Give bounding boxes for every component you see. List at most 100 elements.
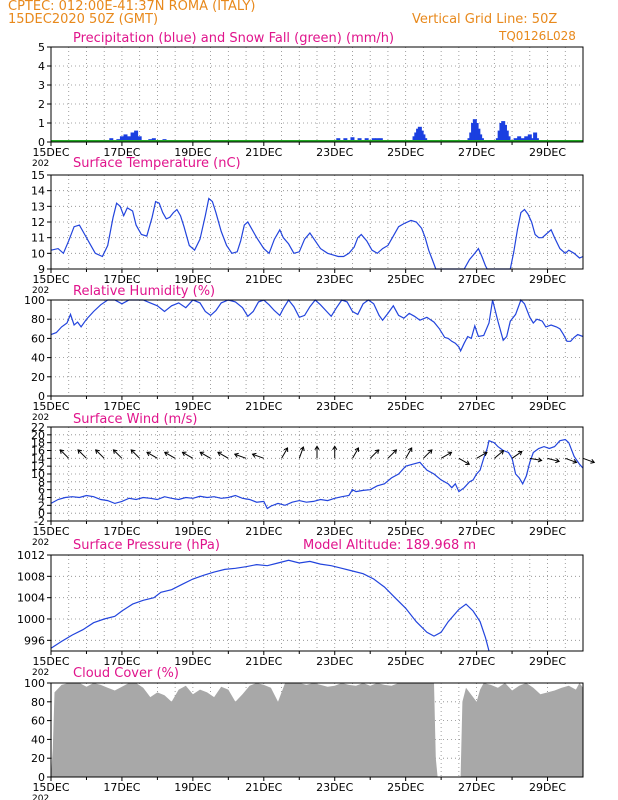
wind-arrow [199,451,211,459]
x-tick-label: 23DEC [316,146,353,159]
y-tick-label: 80 [31,696,45,709]
panel-cloud: Cloud Cover (%) 0 20 40 60 80 100 15DEC 17DEC 19D… [24,666,584,800]
precip-bar [134,130,139,142]
precip-bar [524,136,529,142]
y-tick-label: 1012 [17,549,45,562]
y-tick-label: 9 [38,263,45,276]
x-tick-label: 17DEC [103,655,140,668]
y-tick-label: 20 [31,752,45,765]
y-tick-label: 22 [31,421,45,434]
y-tick-label: 1008 [17,570,45,583]
x-tick-label: 29DEC [529,146,566,159]
y-tick-label: 0 [38,771,45,784]
wind-arrow [582,457,595,463]
x-tick-label: 17DEC [103,146,140,159]
wind-arrowhead [392,449,398,454]
panel-title: Cloud Cover (%) [73,666,179,681]
wind-arrowhead [59,449,65,454]
x-tick-label: 27DEC [458,273,495,286]
panel-title: Precipitation (blue) and Snow Fall (gree… [73,31,394,46]
panel-title: Surface Wind (m/s) [73,412,197,427]
wind-arrowhead [332,445,338,450]
y-tick-label: 20 [31,429,45,442]
y-tick-label: 60 [31,332,45,345]
pres-line [50,559,490,652]
wind-arrow [146,451,158,459]
x-tick-label: 19DEC [174,400,211,413]
panel-frame [50,682,584,778]
x-tick-label: 29DEC [529,525,566,538]
x-tick-label: 25DEC [387,146,424,159]
year-stub: 202 [32,668,49,678]
x-tick-label: 21DEC [245,525,282,538]
precip-bar [350,137,355,142]
wind-arrowhead [572,458,578,464]
y-tick-label: 12 [31,460,45,473]
run-date: 15DEC2020 50Z (GMT) [8,12,159,27]
panel-frame [50,299,584,397]
x-tick-label: 27DEC [458,525,495,538]
y-tick-label: 2 [38,499,45,512]
wind-arrow [529,457,542,461]
wind-arrowhead [407,447,413,452]
y-tick-label: 11 [31,232,45,245]
y-tick-label: 5 [38,41,45,54]
wind-arrowhead [77,449,82,454]
x-tick-label: 19DEC [174,655,211,668]
wind-arrow [440,451,452,459]
wind-arrow [95,449,105,459]
wind-arrowhead [499,450,505,455]
y-tick-label: 40 [31,352,45,365]
panel-title: Relative Humidity (%) [73,284,215,299]
wind-arrowhead [283,447,289,452]
wind-arrow [164,451,176,459]
wind-line [50,438,584,510]
wind-arrow [234,453,247,459]
wind-arrowhead [299,446,305,452]
wind-arrowhead [146,451,152,457]
x-tick-label: 21DEC [245,655,282,668]
y-tick-label: -2 [34,515,45,528]
wind-arrow [217,451,229,459]
wind-arrow [511,451,523,459]
x-tick-label: 21DEC [245,273,282,286]
x-tick-label: 23DEC [316,273,353,286]
wind-arrow [113,449,123,459]
wind-arrow [387,449,397,459]
panel-rh: Relative Humidity (%) 0 20 40 60 80 100 15DEC 17… [24,284,584,423]
wind-arrowhead [517,450,523,456]
y-tick-label: 100 [24,294,45,307]
precip-bar [123,134,128,142]
panel-frame [50,554,584,652]
y-tick-label: 18 [31,437,45,450]
y-tick-label: 0 [38,390,45,403]
x-tick-label: 17DEC [103,781,140,794]
panel-title: Surface Temperature (nC) [73,156,241,171]
y-tick-label: 4 [38,492,45,505]
wind-arrowhead [374,449,380,454]
x-tick-label: 21DEC [245,400,282,413]
wind-arrowhead [95,449,100,454]
y-tick-label: 14 [31,452,45,465]
wind-arrow [494,450,504,459]
wind-arrowhead [181,451,187,457]
wind-arrowhead [199,451,205,457]
x-tick-label: 23DEC [316,525,353,538]
y-tick-label: 4 [38,60,45,73]
grid-note: Vertical Grid Line: 50Z [412,12,558,27]
y-tick-label: 40 [31,733,45,746]
panel-wind: Surface Wind (m/s)-202468101214161820221… [31,412,596,548]
x-tick-label: 23DEC [316,400,353,413]
x-tick-label: 27DEC [458,655,495,668]
year-stub: 202 [32,794,49,800]
wind-arrowhead [590,458,596,464]
wind-arrowhead [233,452,239,458]
wind-arrow [130,449,141,459]
year-stub: 202 [32,286,49,296]
y-tick-label: 80 [31,313,45,326]
x-tick-label: 29DEC [529,400,566,413]
rh-line [50,298,584,353]
wind-arrowhead [163,451,169,457]
wind-arrowhead [482,451,488,457]
x-tick-label: 25DEC [387,400,424,413]
